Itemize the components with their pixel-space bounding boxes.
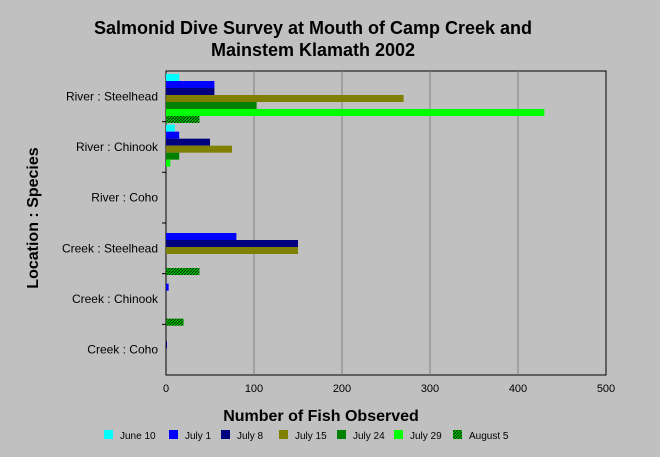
category-label: Creek : Steelhead — [62, 241, 158, 255]
y-axis-title: Location : Species — [25, 147, 42, 288]
x-tick-label: 300 — [421, 383, 439, 395]
category-label: Creek : Coho — [87, 343, 158, 357]
bar — [166, 145, 232, 153]
chart-title-line2: Mainstem Klamath 2002 — [211, 40, 415, 60]
legend: June 10 July 1 July 8 July 15 July 24 July 29… — [104, 430, 509, 442]
bar — [166, 159, 171, 167]
bar — [166, 88, 215, 95]
legend-swatch — [279, 430, 288, 439]
legend-swatch — [221, 430, 230, 439]
bar — [166, 124, 175, 132]
bar — [166, 152, 180, 160]
category-ticks — [162, 121, 166, 325]
bar — [166, 233, 237, 240]
bar — [166, 95, 404, 102]
category-label: River : Coho — [91, 191, 158, 205]
bar — [166, 138, 210, 146]
bar — [166, 109, 545, 116]
bar — [166, 116, 200, 123]
category-label: Creek : Chinook — [72, 292, 159, 306]
bars — [166, 74, 545, 349]
legend-label: July 8 — [237, 431, 264, 442]
legend-label: July 1 — [185, 431, 212, 442]
x-tick-label: 200 — [333, 383, 351, 395]
bar — [166, 283, 169, 291]
legend-swatch — [453, 430, 462, 439]
legend-swatch — [104, 430, 113, 439]
legend-label: July 15 — [295, 431, 327, 442]
x-tick-label: 400 — [509, 383, 527, 395]
bar — [166, 102, 257, 109]
bar — [166, 81, 215, 88]
bar — [166, 341, 167, 349]
category-label: River : Chinook — [76, 140, 159, 154]
x-tick-label: 500 — [597, 383, 615, 395]
bar — [166, 240, 298, 247]
legend-swatch — [169, 430, 178, 439]
x-tick-labels: 0 100 200 300 400 500 — [163, 383, 615, 395]
chart-title-line1: Salmonid Dive Survey at Mouth of Camp Cr… — [94, 18, 532, 38]
bar — [166, 247, 298, 254]
plot-area — [165, 70, 607, 376]
category-labels: River : Steelhead River : Chinook River : … — [62, 89, 159, 356]
x-axis-title: Number of Fish Observed — [223, 408, 419, 425]
x-tick-label: 0 — [163, 383, 169, 395]
bar — [166, 131, 180, 139]
gridlines — [253, 71, 519, 375]
category-label: River : Steelhead — [66, 89, 158, 103]
legend-swatch — [337, 430, 346, 439]
legend-label: July 24 — [353, 431, 385, 442]
bar — [166, 74, 180, 81]
bar — [166, 318, 184, 326]
x-tick-label: 100 — [245, 383, 263, 395]
bar — [166, 268, 200, 275]
legend-label: August 5 — [469, 431, 509, 442]
legend-label: July 29 — [410, 431, 442, 442]
legend-label: June 10 — [120, 431, 156, 442]
legend-swatch — [394, 430, 403, 439]
